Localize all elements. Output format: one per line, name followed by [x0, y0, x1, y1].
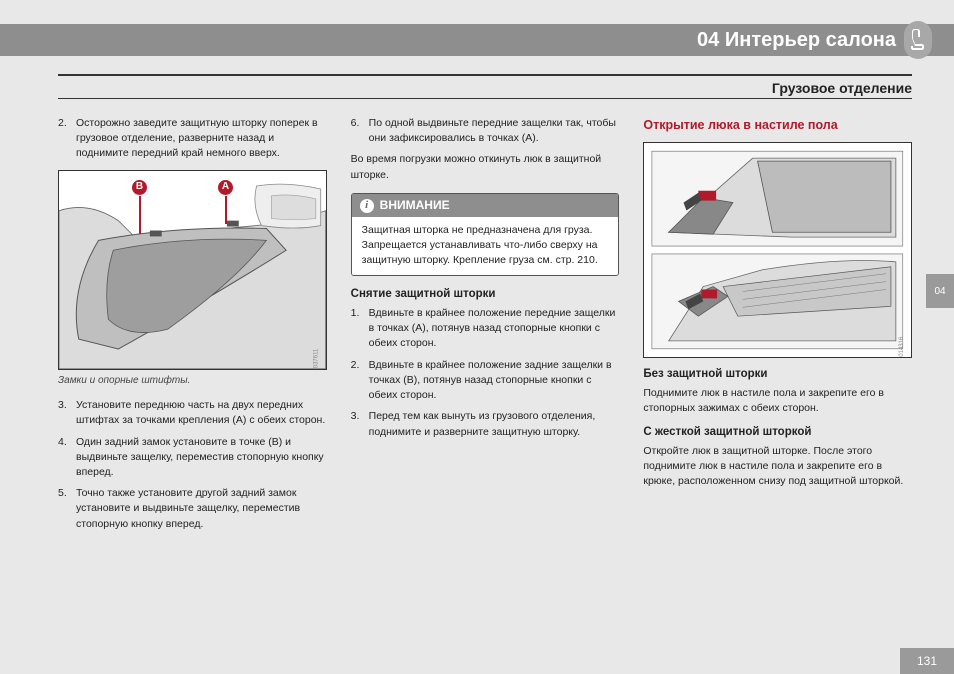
- figure-hatch-svg: [644, 143, 911, 357]
- list-2b: 1. Вдвиньте в крайнее положение передние…: [351, 306, 620, 440]
- paragraph: Поднимите люк в настиле пола и закрепите…: [643, 386, 912, 416]
- section-title: Грузовое отделение: [772, 80, 912, 96]
- header-rule-bottom: [58, 98, 912, 99]
- seat-icon: [904, 21, 932, 59]
- info-icon: i: [360, 199, 374, 213]
- list-item: 2. Вдвиньте в крайнее положение задние з…: [351, 358, 620, 404]
- figure-code-1: G037611: [313, 349, 322, 370]
- attention-box: i ВНИМАНИЕ Защитная шторка не предназнач…: [351, 193, 620, 276]
- content-columns: 2. Осторожно заведите защитную шторку по…: [58, 116, 912, 624]
- chapter-header: 04 Интерьер салона: [0, 24, 954, 56]
- list-item: 1. Вдвиньте в крайнее положение передние…: [351, 306, 620, 352]
- page-number: 131: [900, 648, 954, 674]
- figure-code-2: G014316: [898, 337, 907, 358]
- side-tab: 04: [926, 274, 954, 308]
- column-3: Открытие люка в настиле пола: [643, 116, 912, 624]
- marker-b: B: [131, 179, 148, 196]
- figure-locks: B A G037611: [58, 170, 327, 370]
- marker-b-line: [139, 196, 141, 234]
- chapter-name: Интерьер салона: [725, 29, 896, 51]
- list-1a: 2. Осторожно заведите защитную шторку по…: [58, 116, 327, 162]
- column-1: 2. Осторожно заведите защитную шторку по…: [58, 116, 327, 624]
- marker-a-line: [225, 196, 227, 224]
- list-item: 6. По одной выдвиньте передние защелки т…: [351, 116, 620, 146]
- list-item: 2. Осторожно заведите защитную шторку по…: [58, 116, 327, 162]
- list-1b: 3. Установите переднюю часть на двух пер…: [58, 398, 327, 532]
- subheading: Снятие защитной шторки: [351, 286, 620, 303]
- attention-body: Защитная шторка не предназначена для гру…: [352, 217, 619, 275]
- list-item: 4. Один задний замок установите в точке …: [58, 435, 327, 481]
- marker-a: A: [217, 179, 234, 196]
- paragraph: Во время погрузки можно откинуть люк в з…: [351, 152, 620, 182]
- list-2a: 6. По одной выдвиньте передние защелки т…: [351, 116, 620, 146]
- chapter-title: 04 Интерьер салона: [697, 29, 896, 52]
- column-2: 6. По одной выдвиньте передние защелки т…: [351, 116, 620, 624]
- figure-hatch: G014316: [643, 142, 912, 358]
- attention-header: i ВНИМАНИЕ: [352, 194, 619, 217]
- subheading: Без защитной шторки: [643, 366, 912, 383]
- list-item: 5. Точно также установите другой задний …: [58, 486, 327, 532]
- subheading: С жесткой защитной шторкой: [643, 424, 912, 441]
- list-item: 3. Перед тем как вынуть из грузового отд…: [351, 409, 620, 439]
- figure-caption-1: Замки и опорные штифты.: [58, 374, 327, 389]
- header-rule-top: [58, 74, 912, 76]
- figure-locks-svg: [59, 171, 326, 369]
- list-item: 3. Установите переднюю часть на двух пер…: [58, 398, 327, 428]
- attention-label: ВНИМАНИЕ: [380, 197, 450, 214]
- chapter-num: 04: [697, 29, 719, 51]
- paragraph: Откройте люк в защитной шторке. После эт…: [643, 444, 912, 490]
- heading-red: Открытие люка в настиле пола: [643, 116, 912, 134]
